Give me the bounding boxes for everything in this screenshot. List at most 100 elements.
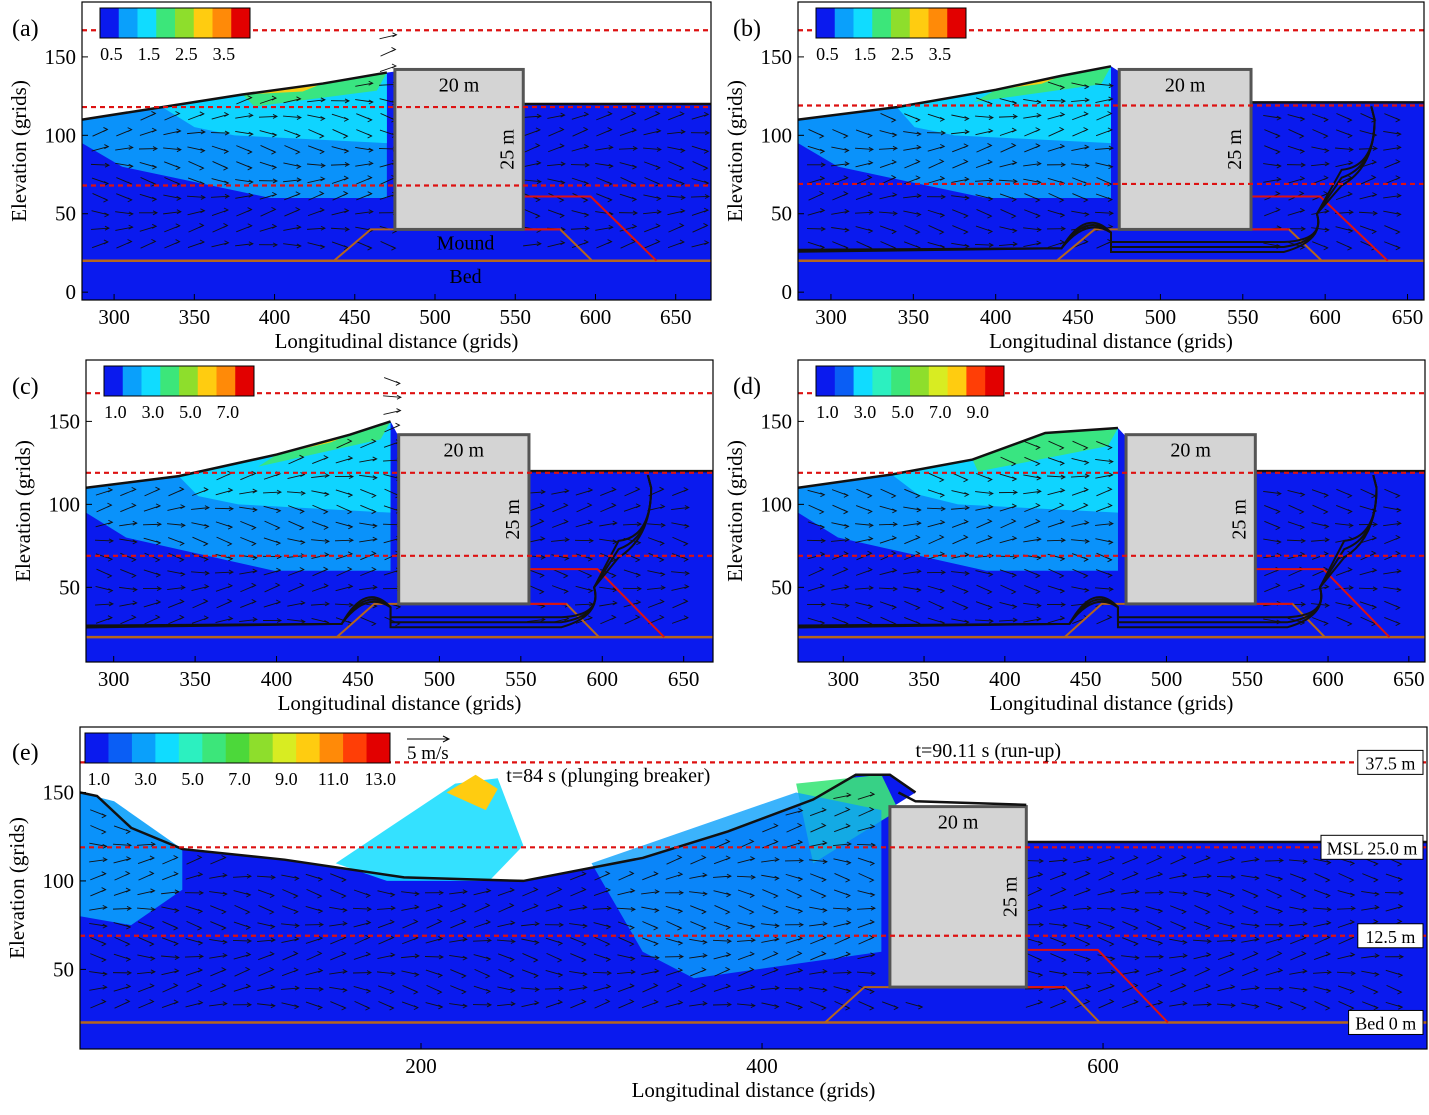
colorbar-cell (179, 366, 199, 396)
velocity-arrow (1121, 891, 1139, 895)
velocity-arrow (547, 114, 565, 119)
velocity-arrowhead (270, 924, 276, 930)
velocity-arrowhead (323, 566, 329, 572)
velocity-arrowhead (270, 984, 276, 990)
velocity-arrow (1263, 490, 1281, 495)
velocity-arrow (737, 858, 755, 864)
velocity-arrowhead (128, 145, 134, 150)
velocity-arrowhead (176, 128, 182, 134)
velocity-arrow (311, 603, 329, 606)
velocity-arrowhead (1181, 909, 1187, 915)
velocity-arrow (903, 570, 921, 575)
velocity-arrowhead (704, 240, 710, 246)
velocity-arrowhead (843, 566, 849, 572)
velocity-arrowhead (389, 989, 395, 995)
breaker-label: t=84 s (plunging breaker) (506, 765, 710, 787)
velocity-arrow (833, 986, 851, 992)
velocity-arrowhead (365, 951, 372, 957)
velocity-arrow (544, 987, 564, 990)
rear-fill-outline (528, 568, 665, 638)
velocity-arrowhead (293, 893, 299, 899)
velocity-arrowhead (509, 973, 515, 979)
velocity-arrowhead (1373, 1005, 1379, 1011)
velocity-arrow (1193, 954, 1211, 960)
velocity-arrowhead (1323, 175, 1329, 181)
velocity-arrowhead (636, 521, 642, 527)
velocity-arrowhead (703, 207, 710, 213)
velocity-arrow (571, 146, 589, 152)
velocity-arrowhead (1395, 245, 1401, 251)
velocity-arrow (689, 955, 707, 959)
y-tick-label: 100 (761, 123, 793, 147)
velocity-arrow (641, 891, 659, 895)
velocity-arrow (113, 843, 131, 846)
velocity-arrowhead (1085, 887, 1091, 893)
velocity-arrow (665, 873, 683, 880)
velocity-arrowhead (939, 116, 946, 122)
velocity-arrowhead (868, 160, 874, 166)
velocity-arrow (283, 98, 301, 104)
velocity-arrowhead (964, 571, 970, 576)
velocity-arrow (523, 115, 541, 118)
velocity-arrow (259, 130, 277, 136)
velocity-arrowhead (199, 111, 205, 117)
velocity-arrowhead (1230, 984, 1236, 990)
velocity-arrowhead (660, 522, 666, 528)
velocity-arrowhead (964, 195, 970, 201)
velocity-arrowhead (607, 127, 613, 132)
velocity-arrowhead (916, 520, 922, 526)
velocity-arrowhead (150, 969, 156, 975)
velocity-arrow (353, 922, 371, 928)
velocity-arrowhead (843, 191, 849, 196)
velocity-arrowhead (940, 175, 946, 181)
velocity-arrowhead (607, 197, 613, 203)
velocity-arrow (857, 907, 875, 910)
velocity-arrowhead (344, 208, 350, 214)
velocity-arrow (497, 922, 515, 928)
velocity-arrowhead (1011, 143, 1017, 148)
velocity-arrow (665, 905, 683, 912)
velocity-arrow (184, 955, 204, 958)
velocity-arrowhead (1371, 175, 1377, 180)
velocity-arrowhead (820, 208, 826, 213)
velocity-arrowhead (1059, 197, 1065, 203)
velocity-arrowhead (726, 938, 732, 944)
velocity-arrowhead (175, 165, 181, 171)
velocity-arrow (185, 873, 203, 880)
velocity-arrowhead (558, 972, 564, 978)
colorbar-cell (202, 733, 227, 763)
velocity-arrow (359, 586, 377, 591)
x-tick-label: 500 (424, 667, 456, 691)
velocity-arrow (855, 162, 873, 168)
velocity-arrow (1311, 522, 1329, 527)
velocity-arrowhead (749, 838, 755, 844)
height-annotation: 25 m (1224, 129, 1246, 170)
velocity-arrowhead (1107, 573, 1113, 578)
velocity-arrowhead (534, 987, 540, 992)
velocity-arrowhead (1038, 972, 1044, 978)
velocity-arrowhead (248, 179, 254, 185)
caisson (888, 805, 1028, 989)
x-tick-label: 350 (179, 667, 211, 691)
velocity-arrow (831, 146, 849, 151)
velocity-arrowhead (198, 954, 204, 959)
velocity-arrowhead (559, 197, 565, 203)
velocity-arrowhead (987, 477, 993, 482)
velocity-arrowhead (1108, 210, 1114, 216)
velocity-arrowhead (103, 127, 109, 132)
velocity-arrowhead (1083, 239, 1089, 245)
velocity-arrowhead (131, 486, 137, 492)
velocity-arrowhead (1301, 935, 1307, 941)
velocity-arrowhead (437, 903, 444, 909)
velocity-arrow (547, 178, 565, 184)
velocity-arrowhead (725, 966, 731, 972)
velocity-arrow (143, 537, 161, 544)
velocity-arrow (185, 938, 203, 944)
velocity-arrowhead (869, 791, 876, 797)
colorbar-label: 5.0 (891, 402, 914, 422)
velocity-arrow (1217, 986, 1235, 992)
velocity-arrow (1361, 970, 1379, 975)
velocity-arrowhead (1083, 197, 1089, 203)
velocity-arrowhead (1086, 905, 1092, 911)
